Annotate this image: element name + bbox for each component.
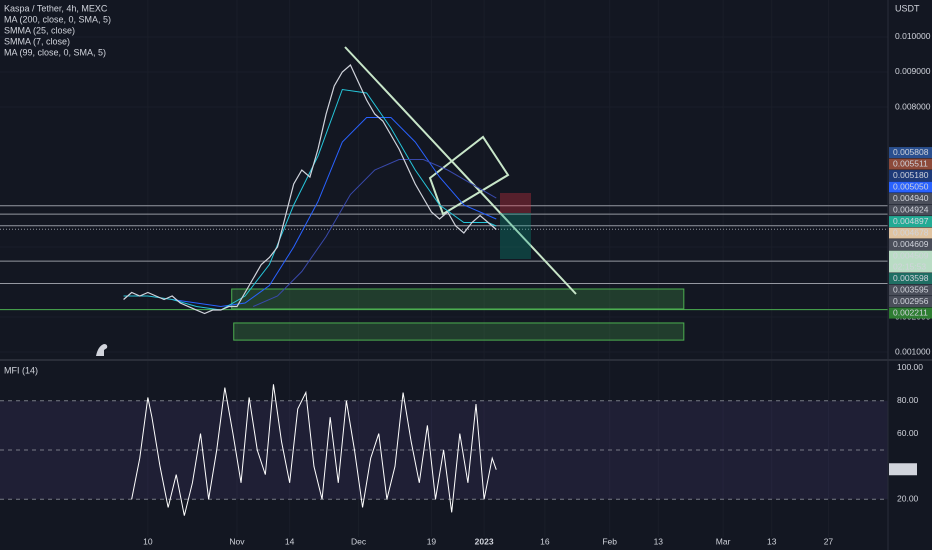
axes: 10 Nov 14 Dec 19 2023 16 Feb 13 Mar 13 27 0.010000 0.… — [143, 31, 932, 546]
price-tag — [889, 158, 932, 170]
y-tick-label: 0.009000 — [895, 66, 931, 76]
x-tick-label: Mar — [716, 536, 731, 546]
price-tag-label: 0.002956 — [893, 296, 929, 306]
price-tag-label: 0.002211 — [893, 307, 928, 317]
x-tick-label: Feb — [602, 536, 617, 546]
mfi-tag-label: 38.27 — [893, 463, 915, 473]
mfi-tick-label: 80.00 — [897, 395, 919, 405]
price-tag — [889, 273, 932, 285]
ma-line — [123, 88, 497, 311]
position-tool — [500, 193, 531, 259]
price-tag — [889, 227, 932, 239]
ma-line — [252, 159, 497, 307]
legend-entry: SMMA (25, close) — [4, 25, 75, 35]
price-tag — [889, 181, 932, 193]
price-tag-label: 0.003595 — [893, 284, 929, 294]
mfi-line — [131, 384, 497, 516]
target-zone — [500, 213, 531, 259]
mfi-tick-label: 100.00 — [897, 362, 923, 372]
price-tag-label: 0.004940 — [893, 193, 929, 203]
price-tag-label: 0.005808 — [893, 147, 929, 157]
price-tag-label: 0.003598 — [893, 273, 929, 283]
price-tag-label: 0.004924 — [893, 204, 929, 214]
trend-line — [344, 46, 577, 295]
price-tag — [889, 216, 932, 228]
back-layer — [0, 205, 888, 500]
x-tick-label: 14 — [285, 536, 295, 546]
price-tag-label: 0.004509 — [893, 250, 929, 260]
mfi-tick-label: 20.00 — [897, 493, 919, 503]
price-line — [123, 64, 497, 315]
x-tick-label: 13 — [767, 536, 777, 546]
y-tick-label: 0.008000 — [895, 101, 931, 111]
x-tick-label: 16 — [540, 536, 550, 546]
price-tag-label: 0.005050 — [893, 181, 929, 191]
stop-zone — [500, 193, 531, 213]
x-tick-label: Nov — [229, 536, 245, 546]
price-tag — [889, 193, 932, 205]
price-tag — [889, 284, 932, 296]
chart-title: Kaspa / Tether, 4h, MEXC — [4, 3, 108, 13]
support-zone — [231, 288, 685, 310]
mfi-tick-label: 60.00 — [897, 428, 919, 438]
price-tag — [889, 204, 932, 216]
price-tag — [889, 296, 932, 308]
price-tag — [889, 307, 932, 319]
mfi-tag — [889, 463, 917, 476]
price-tag-label: 0.005180 — [893, 170, 929, 180]
price-tag-label: 0.004609 — [893, 239, 929, 249]
price-tag-label: 0.004678 — [893, 227, 929, 237]
price-tag — [889, 170, 932, 182]
mfi-title: MFI (14) — [4, 365, 38, 375]
price-tag — [889, 250, 932, 273]
support-zone — [233, 322, 685, 341]
drawings — [344, 46, 577, 295]
channel-box — [428, 135, 510, 216]
price-tag — [889, 239, 932, 251]
x-tick-label: 13 — [654, 536, 664, 546]
y-tick-label: 0.001000 — [895, 346, 931, 356]
x-tick-label: 19 — [427, 536, 437, 546]
countdown-label: 02:15:53 — [893, 261, 926, 271]
x-tick-label: 2023 — [475, 536, 494, 546]
legend-entry: MA (200, close, 0, SMA, 5) — [4, 14, 111, 24]
logo-icon — [96, 344, 108, 356]
x-tick-label: 27 — [824, 536, 834, 546]
price-tag-label: 0.005511 — [893, 158, 928, 168]
x-tick-label: Dec — [351, 536, 367, 546]
y-tick-label: 0.010000 — [895, 31, 931, 41]
currency-label: USDT — [895, 3, 920, 13]
price-tag — [889, 147, 932, 159]
legend-entry: MA (99, close, 0, SMA, 5) — [4, 47, 106, 57]
price-tag-label: 0.004897 — [893, 216, 929, 226]
legend-entry: SMMA (7, close) — [4, 36, 70, 46]
x-tick-label: 10 — [143, 536, 153, 546]
front-layer — [123, 64, 497, 516]
